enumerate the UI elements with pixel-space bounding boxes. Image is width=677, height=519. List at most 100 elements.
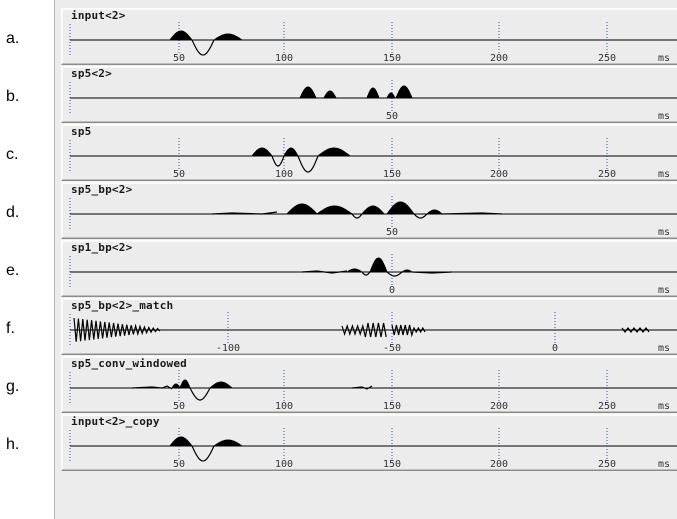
unit-label: ms: [658, 459, 670, 470]
waveform-peak: [369, 257, 388, 273]
waveform-trace: [271, 155, 285, 167]
tick-label: 100: [275, 401, 293, 412]
waveform-peak: [345, 268, 364, 273]
track-sp5-conv-windowed[interactable]: 50 100 150 200 250 ms sp5_conv_windowed: [61, 356, 677, 413]
waveform-peak: [386, 201, 415, 215]
tick-label: 200: [490, 401, 508, 412]
track-sp5-bp-2-match[interactable]: -100 -50 0 ms sp5_bp<2>_match: [61, 298, 677, 355]
waveform-trace: [297, 155, 319, 173]
tick-label: 200: [490, 459, 508, 470]
tick-label: 50: [173, 401, 185, 412]
waveform-plot[interactable]: 50 100 150 200 250 ms: [62, 125, 677, 180]
track-title: input<2>: [71, 9, 126, 22]
track-input-2-copy[interactable]: 50 100 150 200 250 ms input<2>_copy: [61, 414, 677, 471]
waveform-trace: [441, 212, 503, 215]
row-label-h: h.: [6, 436, 20, 453]
waveform-trace: [189, 387, 211, 401]
waveform-peak: [316, 147, 352, 157]
waveform-plot[interactable]: 50 100 150 200 250 ms: [62, 9, 677, 64]
tick-label: 50: [173, 459, 185, 470]
track-input-2[interactable]: 50 100 150 200 250 ms input<2>: [61, 8, 677, 65]
waveform-peak: [250, 147, 274, 157]
waveform-trace: [351, 213, 363, 219]
waveform-peak: [168, 436, 194, 447]
track-sp5-2[interactable]: 50 ms sp5<2>: [61, 66, 677, 123]
tick-label: -50: [383, 343, 401, 354]
tick-label: 100: [275, 459, 293, 470]
waveform-plot[interactable]: -100 -50 0 ms: [62, 299, 677, 354]
unit-label: ms: [658, 285, 670, 296]
tick-label: 150: [383, 459, 401, 470]
waveform-trace: [621, 327, 650, 333]
track-title: sp5_conv_windowed: [71, 357, 187, 370]
waveform-peak: [395, 85, 413, 99]
tick-label: 100: [275, 53, 293, 64]
waveform-plot[interactable]: 50 100 150 200 250 ms: [62, 415, 677, 470]
unit-label: ms: [658, 343, 670, 354]
waveform-peak: [285, 203, 319, 215]
waveform-peak: [171, 383, 181, 389]
waveform-trace: [301, 270, 348, 274]
tick-label: 250: [598, 401, 616, 412]
unit-label: ms: [658, 401, 670, 412]
tick-label: 250: [598, 53, 616, 64]
unit-label: ms: [658, 111, 670, 122]
waveform-peak: [400, 269, 414, 273]
tick-label: 200: [490, 53, 508, 64]
waveform-plot[interactable]: 50 100 150 200 250 ms: [62, 357, 677, 412]
track-title: sp5_bp<2>: [71, 183, 133, 196]
track-sp5[interactable]: 50 100 150 200 250 ms sp5: [61, 124, 677, 181]
unit-label: ms: [658, 227, 670, 238]
tick-label: 150: [383, 169, 401, 180]
tick-label: 0: [389, 285, 395, 296]
waveform-peak: [299, 86, 317, 99]
waveform-trace: [211, 211, 278, 215]
waveform-plot[interactable]: 50 ms: [62, 183, 677, 238]
row-label-a: a.: [6, 30, 20, 47]
waveform-trace: [191, 445, 215, 462]
waveform-peak: [179, 379, 191, 389]
track-title: sp5: [71, 125, 92, 138]
row-label-f: f.: [6, 320, 15, 337]
track-title: input<2>_copy: [71, 415, 160, 428]
waveform-peak: [212, 439, 244, 447]
unit-label: ms: [658, 53, 670, 64]
track-sp5-bp-2[interactable]: 50 ms sp5_bp<2>: [61, 182, 677, 239]
waveform-trace: [191, 39, 215, 56]
waveform-peak: [168, 30, 194, 41]
tick-label: 0: [552, 343, 558, 354]
waveform-trace: [73, 317, 161, 342]
waveform-trace: [411, 271, 453, 274]
tick-label: 50: [386, 111, 398, 122]
unit-label: ms: [658, 169, 670, 180]
row-label-b: b.: [6, 88, 20, 105]
waveform-trace: [131, 385, 173, 390]
tick-label: 50: [386, 227, 398, 238]
tick-label: 50: [173, 169, 185, 180]
waveform-peak: [425, 209, 444, 215]
track-sp1-bp-2[interactable]: 0 ms sp1_bp<2>: [61, 240, 677, 297]
tick-label: 150: [383, 53, 401, 64]
waveform-plot[interactable]: 0 ms: [62, 241, 677, 296]
tick-label: 200: [490, 169, 508, 180]
tick-label: 50: [173, 53, 185, 64]
waveform-peak: [208, 381, 234, 389]
row-label-g: g.: [6, 378, 20, 395]
row-label-e: e.: [6, 262, 20, 279]
waveform-peak: [366, 87, 380, 99]
waveform-trace: [361, 271, 371, 276]
waveform-peak: [386, 92, 396, 99]
tick-label: 150: [383, 401, 401, 412]
waveform-trace: [351, 385, 373, 390]
waveform-trace: [391, 324, 426, 338]
track-title: sp1_bp<2>: [71, 241, 133, 254]
waveform-peak: [283, 147, 299, 157]
waveform-peak: [212, 33, 244, 41]
row-label-d: d.: [6, 204, 20, 221]
waveform-peak: [323, 90, 337, 99]
waveform-peak: [360, 205, 386, 215]
waveform-plot[interactable]: 50 ms: [62, 67, 677, 122]
tick-label: -100: [216, 343, 240, 354]
track-title: sp5<2>: [71, 67, 112, 80]
tick-label: 250: [598, 169, 616, 180]
